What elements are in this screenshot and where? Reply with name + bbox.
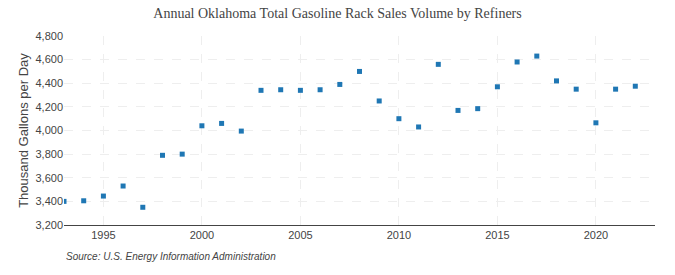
svg-text:3,200: 3,200	[35, 219, 63, 231]
svg-text:Thousand Gallons per Day: Thousand Gallons per Day	[16, 53, 31, 208]
svg-text:2000: 2000	[190, 229, 214, 241]
svg-text:3,400: 3,400	[35, 195, 63, 207]
svg-text:4,000: 4,000	[35, 124, 63, 136]
svg-text:2005: 2005	[288, 229, 312, 241]
svg-text:Source: U.S. Energy Informatio: Source: U.S. Energy Information Administ…	[66, 251, 276, 262]
svg-text:4,400: 4,400	[35, 77, 63, 89]
svg-text:2010: 2010	[387, 229, 411, 241]
svg-text:2015: 2015	[485, 229, 509, 241]
svg-text:4,800: 4,800	[35, 30, 63, 42]
svg-text:4,600: 4,600	[35, 53, 63, 65]
svg-text:Annual Oklahoma Total Gasoline: Annual Oklahoma Total Gasoline Rack Sale…	[153, 6, 521, 21]
svg-text:4,200: 4,200	[35, 101, 63, 113]
svg-text:3,600: 3,600	[35, 172, 63, 184]
svg-text:1995: 1995	[91, 229, 115, 241]
svg-text:3,800: 3,800	[35, 148, 63, 160]
svg-text:2020: 2020	[584, 229, 608, 241]
